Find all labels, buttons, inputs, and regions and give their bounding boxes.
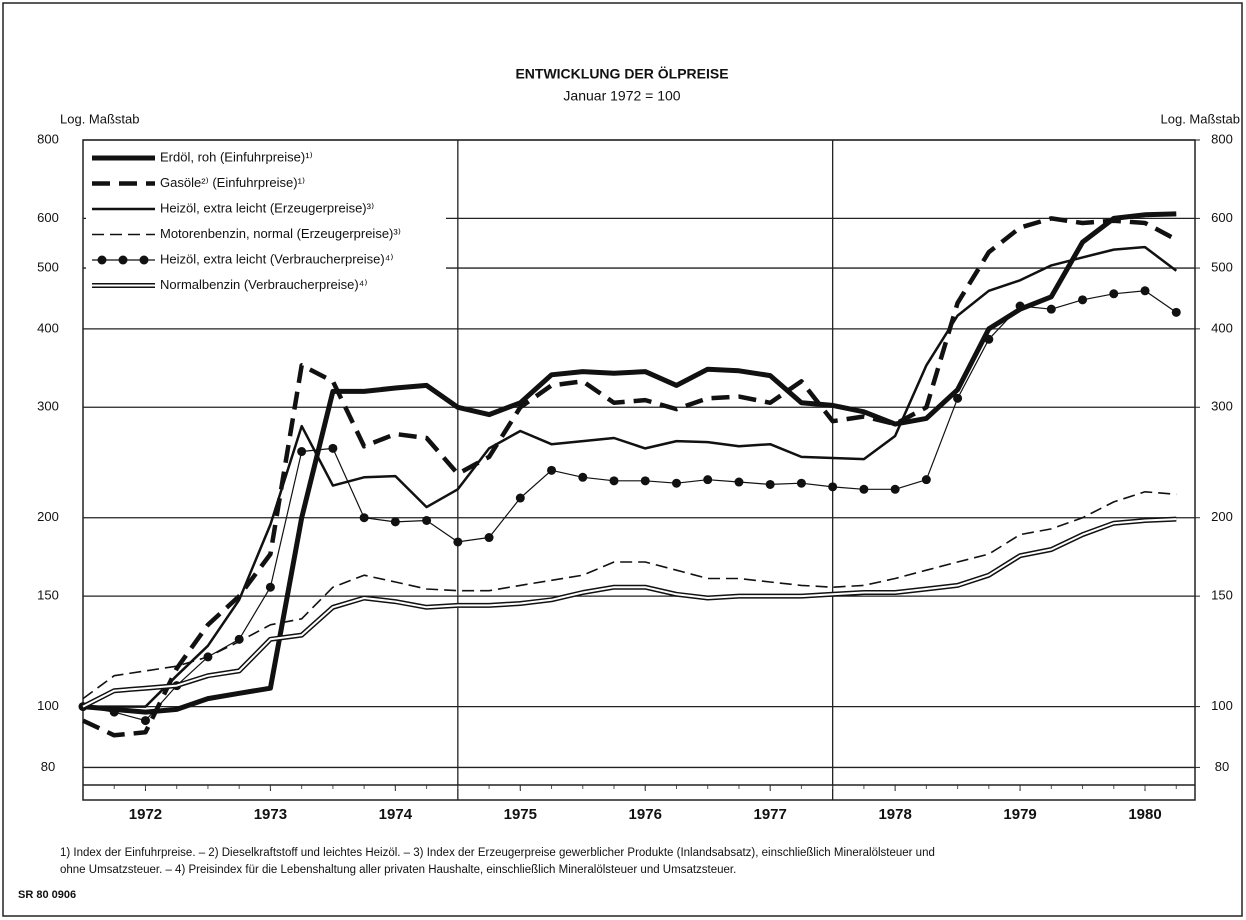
series-marker — [640, 476, 650, 486]
legend-marker — [139, 255, 149, 265]
legend-label: Gasöle²⁾ (Einfuhrpreise)¹⁾ — [160, 175, 305, 190]
series-marker — [1140, 286, 1150, 296]
y2-tick-label: 200 — [1211, 509, 1233, 524]
series-marker — [203, 652, 213, 662]
series-marker — [671, 478, 681, 488]
series-marker — [422, 515, 432, 525]
legend-marker — [118, 255, 128, 265]
series-marker — [453, 537, 463, 547]
series-marker — [328, 443, 338, 453]
legend-label: Erdöl, roh (Einfuhrpreise)¹⁾ — [160, 149, 313, 164]
y-tick-label: 80 — [41, 759, 55, 774]
series-marker — [359, 513, 369, 523]
x-tick-label: 1973 — [254, 806, 287, 823]
y-axis-label: Log. Maßstab — [60, 111, 140, 126]
series-marker — [1078, 295, 1088, 305]
y2-axis-label: Log. Maßstab — [1161, 111, 1241, 126]
series-line — [82, 216, 1178, 738]
series-marker — [547, 465, 557, 475]
y-tick-label: 500 — [37, 260, 59, 275]
footnote: ohne Umsatzsteuer. – 4) Preisindex für d… — [60, 864, 736, 876]
series-marker — [1015, 301, 1025, 311]
series-marker — [1109, 289, 1119, 299]
y2-tick-label: 400 — [1211, 320, 1233, 335]
y-tick-label: 100 — [37, 698, 59, 713]
x-tick-label: 1977 — [754, 806, 787, 823]
y-tick-label: 800 — [37, 131, 59, 146]
legend-marker — [97, 255, 107, 265]
chart-subtitle: Januar 1972 = 100 — [563, 88, 680, 104]
series-marker — [609, 476, 619, 486]
y-tick-label: 200 — [37, 509, 59, 524]
series-line — [82, 290, 1177, 722]
source: SR 80 0906 — [18, 889, 76, 901]
series-marker — [984, 334, 994, 344]
series-marker — [515, 493, 525, 503]
y2-tick-label: 150 — [1211, 588, 1233, 603]
chart-title: ENTWICKLUNG DER ÖLPREISE — [515, 66, 728, 82]
x-tick-label: 1972 — [129, 806, 162, 823]
y-tick-label: 400 — [37, 320, 59, 335]
plot-frame — [82, 139, 1196, 801]
x-tick-label: 1976 — [629, 806, 662, 823]
y-tick-label: 600 — [37, 210, 59, 225]
y2-tick-label: 80 — [1215, 759, 1229, 774]
legend-label: Motorenbenzin, normal (Erzeugerpreise)³⁾ — [160, 226, 401, 241]
series-marker — [953, 393, 963, 403]
series-line — [81, 516, 1177, 709]
series-line — [82, 491, 1177, 700]
x-tick-label: 1974 — [379, 806, 413, 823]
legend-label: Heizöl, extra leicht (Erzeugerpreise)³⁾ — [160, 200, 374, 215]
x-tick-label: 1979 — [1003, 806, 1036, 823]
series-marker — [734, 477, 744, 487]
series-marker — [890, 484, 900, 494]
series-marker — [859, 484, 869, 494]
series-marker — [297, 447, 307, 457]
series-marker — [1046, 304, 1056, 314]
y-tick-label: 300 — [37, 399, 59, 414]
series-line — [82, 211, 1177, 715]
x-tick-label: 1975 — [504, 806, 537, 823]
series-marker — [765, 479, 775, 489]
x-tick-label: 1980 — [1128, 806, 1161, 823]
y2-tick-label: 600 — [1211, 210, 1233, 225]
series-marker — [484, 533, 494, 543]
footnote: 1) Index der Einfuhrpreise. – 2) Dieselk… — [60, 847, 935, 859]
series-marker — [265, 582, 275, 592]
series-line — [83, 245, 1178, 708]
y2-tick-label: 300 — [1211, 399, 1233, 414]
legend-label: Heizöl, extra leicht (Verbraucherpreise)… — [160, 251, 394, 266]
y2-tick-label: 100 — [1211, 698, 1233, 713]
series-marker — [703, 475, 713, 485]
series-marker — [1171, 307, 1181, 317]
legend-box — [86, 143, 446, 293]
y-tick-label: 150 — [37, 588, 59, 603]
series-line-inner — [82, 518, 1177, 708]
series-marker — [140, 716, 150, 726]
series-marker — [921, 475, 931, 485]
series-marker — [578, 472, 588, 482]
series-marker — [234, 634, 244, 644]
x-tick-label: 1978 — [878, 806, 911, 823]
legend-label: Normalbenzin (Verbraucherpreise)⁴⁾ — [160, 277, 367, 292]
y2-tick-label: 800 — [1211, 131, 1233, 146]
series-marker — [796, 478, 806, 488]
y2-tick-label: 500 — [1211, 260, 1233, 275]
series-marker — [390, 517, 400, 527]
series-marker — [828, 482, 838, 492]
series-marker — [109, 707, 119, 717]
